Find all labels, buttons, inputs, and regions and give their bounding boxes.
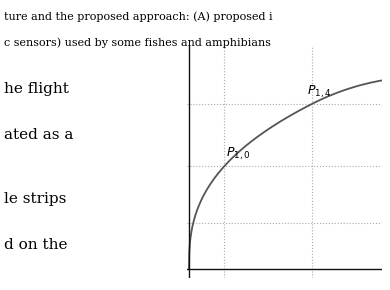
Text: $P_{1,4}$: $P_{1,4}$ — [307, 83, 331, 99]
Text: he flight: he flight — [4, 82, 69, 96]
Text: le strips: le strips — [4, 192, 66, 206]
Text: d on the: d on the — [4, 238, 67, 252]
Text: $P_{1,0}$: $P_{1,0}$ — [226, 146, 250, 162]
Text: ture and the proposed approach: (A) proposed i: ture and the proposed approach: (A) prop… — [4, 12, 273, 22]
Text: c sensors) used by some fishes and amphibians: c sensors) used by some fishes and amphi… — [4, 38, 271, 48]
Text: ated as a: ated as a — [4, 128, 73, 142]
